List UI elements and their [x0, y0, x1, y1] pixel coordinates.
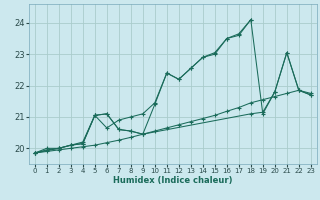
X-axis label: Humidex (Indice chaleur): Humidex (Indice chaleur) [113, 176, 233, 185]
